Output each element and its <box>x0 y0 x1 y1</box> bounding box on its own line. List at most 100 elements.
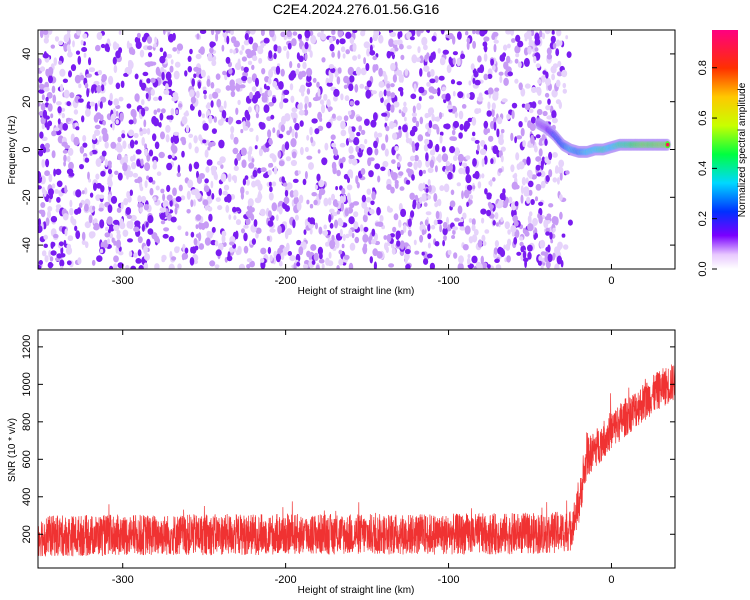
noise-cell <box>77 257 82 265</box>
noise-cell <box>117 262 124 269</box>
noise-cell <box>46 122 50 131</box>
noise-cell <box>79 164 84 170</box>
noise-cell <box>386 90 391 97</box>
noise-cell <box>466 184 473 191</box>
noise-cell <box>173 70 180 80</box>
noise-cell <box>301 91 305 97</box>
noise-cell <box>273 44 278 52</box>
noise-cell <box>102 120 106 126</box>
noise-cell <box>196 33 200 40</box>
noise-cell <box>104 43 110 52</box>
noise-cell <box>170 136 174 144</box>
noise-cell <box>555 48 560 57</box>
noise-cell <box>427 233 432 240</box>
noise-cell <box>134 73 139 80</box>
noise-cell <box>443 183 450 193</box>
noise-cell <box>311 260 316 265</box>
noise-cell <box>323 224 328 230</box>
noise-cell <box>550 239 554 244</box>
noise-cell <box>216 98 222 108</box>
noise-cell <box>203 94 207 100</box>
noise-cell <box>488 135 494 142</box>
noise-cell <box>377 175 381 183</box>
y-tick-label: 200 <box>21 525 33 543</box>
noise-cell <box>519 241 524 247</box>
noise-cell <box>442 221 448 229</box>
noise-cell <box>38 102 41 107</box>
noise-cell <box>446 64 452 74</box>
noise-cell <box>98 135 102 142</box>
noise-cell <box>536 108 543 116</box>
noise-cell <box>360 129 366 135</box>
noise-cell <box>388 263 395 268</box>
noise-cell <box>73 109 79 115</box>
noise-cell <box>45 158 50 168</box>
noise-cell <box>526 196 531 204</box>
noise-cell <box>269 254 273 262</box>
noise-cell <box>177 263 182 269</box>
noise-cell <box>259 87 263 95</box>
noise-cell <box>451 129 456 136</box>
noise-cell <box>469 194 473 200</box>
noise-cell <box>138 265 144 269</box>
noise-cell <box>352 55 358 61</box>
noise-cell <box>391 122 397 128</box>
noise-cell <box>220 173 227 183</box>
noise-cell <box>268 50 273 59</box>
noise-cell <box>147 215 154 224</box>
noise-cell <box>235 78 241 83</box>
noise-cell <box>64 185 68 194</box>
noise-cell <box>205 104 211 109</box>
noise-cell <box>47 66 54 76</box>
noise-cell <box>456 81 463 86</box>
noise-cell <box>170 108 175 116</box>
noise-cell <box>424 138 430 145</box>
noise-cell <box>306 199 310 205</box>
noise-cell <box>439 185 445 192</box>
noise-cell <box>245 190 249 195</box>
noise-cell <box>139 182 143 190</box>
noise-cell <box>214 240 219 247</box>
noise-cell <box>280 68 285 77</box>
noise-cell <box>46 92 53 99</box>
noise-cell <box>89 151 93 157</box>
noise-cell <box>233 175 237 184</box>
noise-cell <box>406 45 412 50</box>
noise-cell <box>268 69 274 78</box>
noise-cell <box>47 261 54 269</box>
noise-cell <box>480 255 484 265</box>
noise-cell <box>498 168 503 173</box>
noise-cell <box>369 157 375 162</box>
noise-cell <box>241 56 247 62</box>
noise-cell <box>54 36 60 42</box>
noise-cell <box>307 43 312 53</box>
noise-cell <box>88 57 92 66</box>
noise-cell <box>540 264 544 269</box>
noise-cell <box>153 43 157 48</box>
noise-cell <box>137 176 143 184</box>
noise-cell <box>464 225 471 235</box>
noise-cell <box>327 260 334 267</box>
noise-cell <box>531 86 537 93</box>
noise-cell <box>175 196 182 203</box>
noise-cell <box>42 109 48 119</box>
noise-cell <box>484 155 488 165</box>
noise-cell <box>330 67 336 74</box>
noise-cell <box>278 260 283 267</box>
noise-cell <box>195 53 202 60</box>
noise-cell <box>240 192 244 200</box>
noise-cell <box>53 168 56 177</box>
noise-cell <box>189 257 195 266</box>
noise-cell <box>235 207 241 212</box>
noise-cell <box>162 193 166 202</box>
noise-cell <box>483 73 489 81</box>
noise-cell <box>340 93 344 101</box>
noise-cell <box>272 127 276 134</box>
noise-cell <box>296 201 302 211</box>
noise-cell <box>450 79 456 85</box>
noise-cell <box>62 78 68 84</box>
noise-cell <box>313 252 319 262</box>
noise-cell <box>298 194 304 204</box>
noise-cell <box>44 255 49 263</box>
